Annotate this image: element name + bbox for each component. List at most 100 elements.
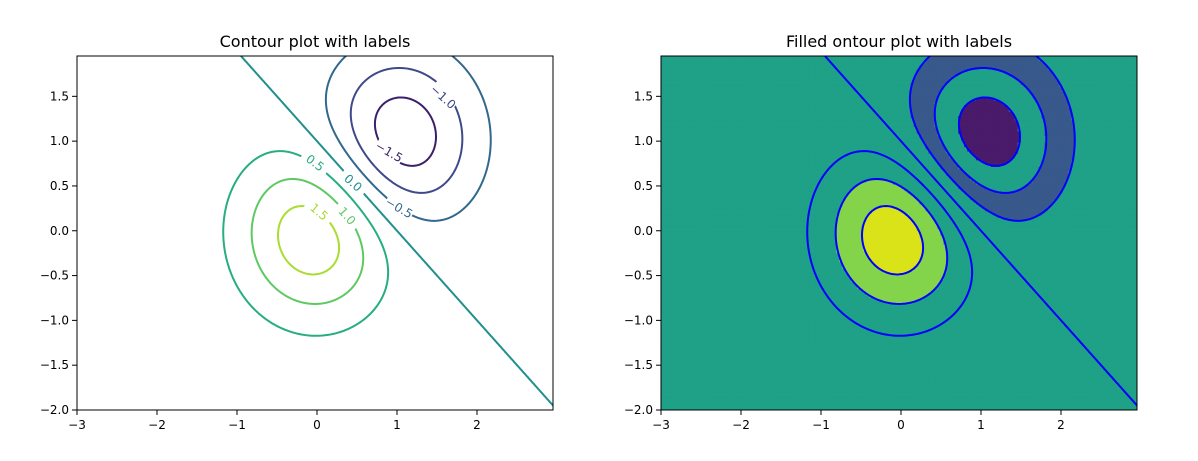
fill-cell [815, 385, 819, 389]
fill-cell [1038, 380, 1043, 384]
fill-cell [976, 405, 980, 409]
fill-cell [812, 403, 816, 406]
fill-cell [1026, 372, 1031, 375]
fill-cell [836, 387, 840, 391]
fill-cell [1086, 403, 1090, 406]
fill-cell [898, 372, 903, 375]
fill-cell [1074, 383, 1078, 386]
fill-cell [1068, 385, 1072, 389]
fill-cell [723, 378, 727, 382]
fill-cell [913, 389, 918, 393]
fill-cell [785, 378, 790, 382]
fill-cell [993, 389, 998, 393]
fill-cell [845, 372, 849, 375]
fill-cell [987, 387, 992, 391]
fill-cell [1083, 400, 1087, 404]
fill-cell [1020, 383, 1025, 386]
fill-cell [854, 398, 858, 402]
fill-cell [854, 387, 858, 391]
fill-cell [1080, 376, 1084, 380]
fill-cell [1065, 396, 1069, 400]
fill-cell [1050, 385, 1054, 389]
fill-cell [958, 398, 962, 402]
fill-cell [1044, 369, 1049, 373]
fill-cell [1029, 387, 1034, 391]
fill-cell [732, 378, 736, 382]
fill-cell [1056, 374, 1060, 378]
fill-cell [1133, 369, 1137, 373]
fill-cell [684, 385, 689, 389]
fill-cell [1044, 376, 1049, 380]
fill-cell [779, 387, 784, 391]
fill-cell [1095, 407, 1099, 410]
fill-cell [788, 398, 793, 402]
fill-cell [821, 387, 825, 391]
fill-cell [1026, 400, 1031, 404]
fill-cell [877, 372, 882, 375]
fill-cell [800, 389, 805, 393]
fill-cell [970, 378, 974, 382]
fill-cell [976, 396, 980, 400]
fill-cell [1077, 389, 1081, 393]
fill-cell [999, 398, 1004, 402]
fill-cell [987, 380, 992, 384]
fill-cell [1041, 369, 1046, 373]
fill-cell [729, 396, 733, 400]
fill-cell [735, 407, 739, 410]
fill-cell [827, 400, 831, 404]
fill-cell [1014, 405, 1019, 409]
fill-cell [845, 392, 849, 395]
fill-cell [898, 394, 903, 398]
fill-cell [880, 389, 885, 393]
fill-cell [749, 369, 754, 373]
fill-cell [937, 396, 941, 400]
fill-cell [1109, 396, 1114, 400]
fill-cell [863, 389, 867, 393]
fill-cell [752, 400, 757, 404]
fill-cell [943, 376, 947, 380]
fill-cell [868, 374, 873, 378]
fill-cell [1029, 392, 1034, 395]
fill-cell [794, 400, 799, 404]
fill-cell [690, 385, 695, 389]
fill-cell [836, 405, 840, 409]
fill-cell [755, 392, 760, 395]
fill-cell [735, 372, 739, 375]
fill-cell [741, 403, 745, 406]
fill-cell [1014, 372, 1019, 375]
fill-cell [714, 396, 718, 400]
fill-cell [868, 389, 873, 393]
fill-cell [1041, 378, 1046, 382]
fill-cell [735, 403, 739, 406]
fill-cell [910, 389, 915, 393]
fill-cell [946, 374, 950, 378]
fill-cell [1101, 380, 1105, 384]
fill-cell [812, 394, 816, 398]
fill-cell [803, 403, 808, 406]
fill-cell [699, 380, 703, 384]
fill-cell [1118, 400, 1123, 404]
fill-cell [892, 403, 897, 406]
fill-cell [854, 378, 858, 382]
fill-cell [1032, 374, 1037, 378]
fill-cell [1038, 389, 1043, 393]
fill-cell [661, 396, 665, 400]
fill-cell [809, 394, 814, 398]
fill-cell [1047, 387, 1052, 391]
fill-cell [919, 387, 924, 391]
fill-cell [681, 383, 686, 386]
fill-cell [1080, 394, 1084, 398]
fill-cell [746, 380, 751, 384]
fill-cell [839, 367, 843, 371]
fill-cell [863, 378, 867, 382]
fill-cell [806, 374, 811, 378]
fill-cell [1121, 369, 1126, 373]
fill-cell [1059, 378, 1063, 382]
fill-cell [865, 405, 870, 409]
fill-cell [815, 367, 819, 371]
fill-cell [883, 385, 888, 389]
fill-cell [770, 398, 775, 402]
fill-cell [741, 389, 745, 393]
fill-cell [928, 369, 933, 373]
fill-cell [886, 385, 891, 389]
